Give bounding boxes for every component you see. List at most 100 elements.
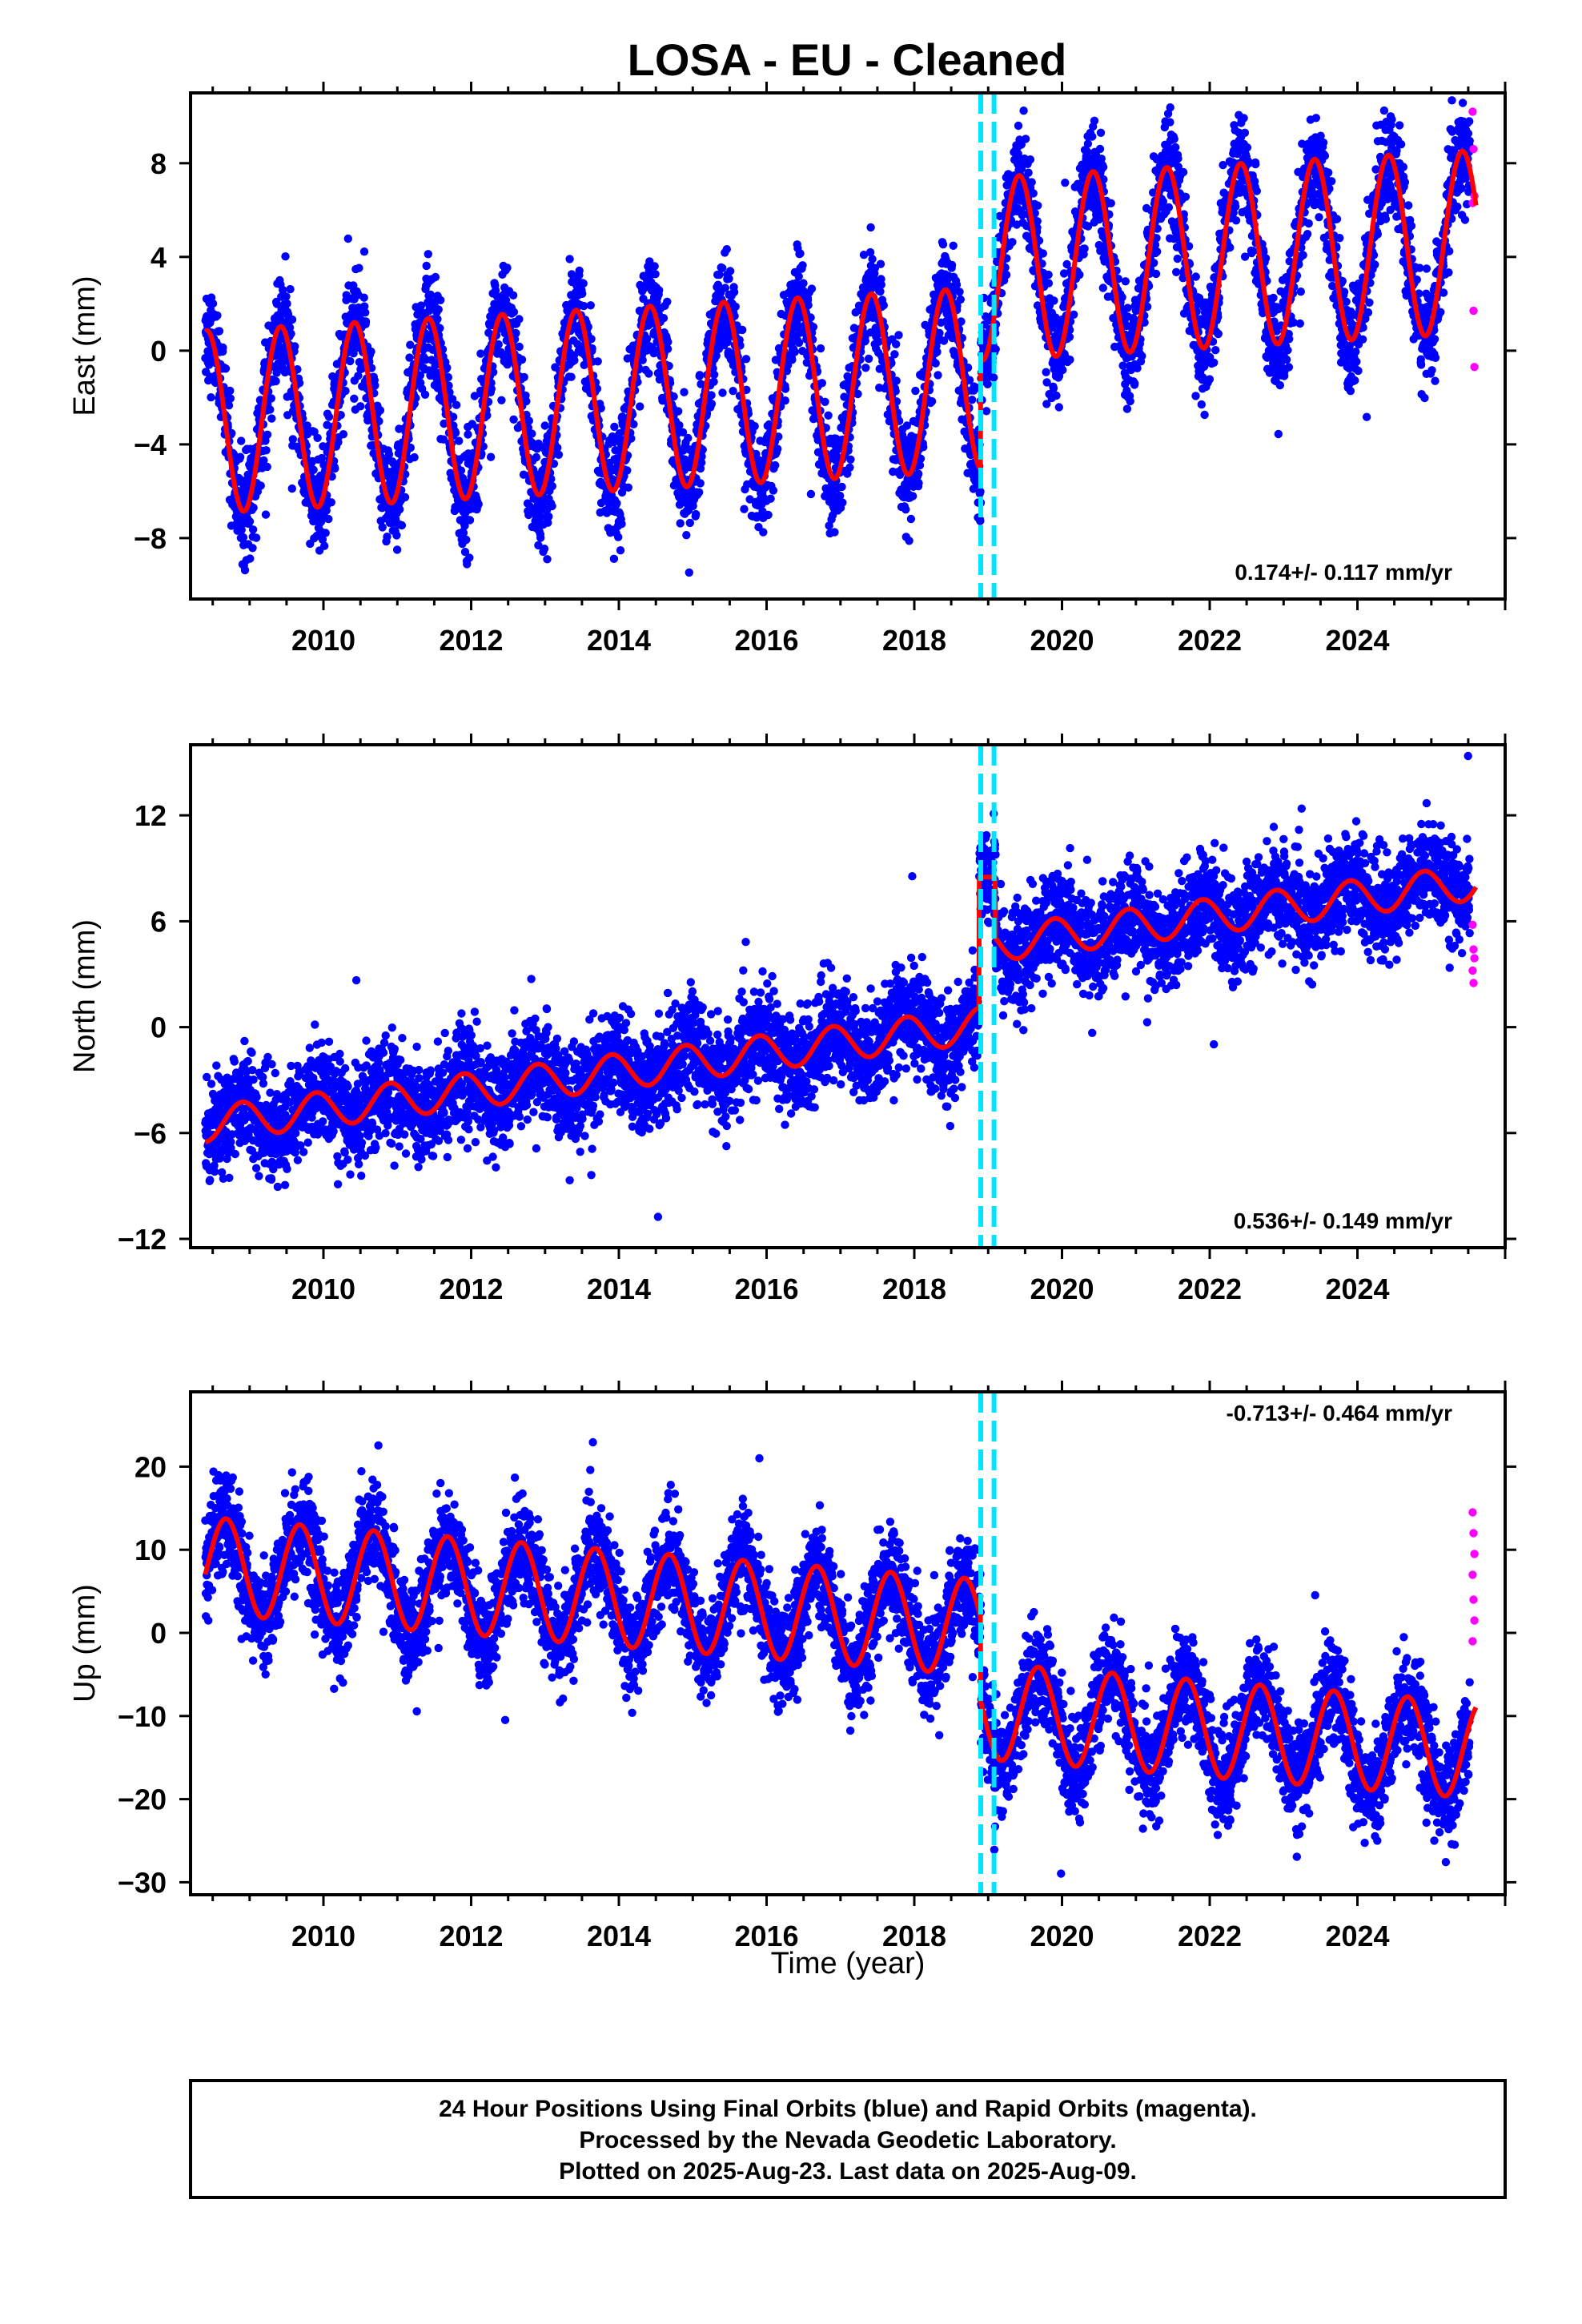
data-point bbox=[676, 519, 685, 528]
data-point bbox=[680, 388, 689, 396]
data-point bbox=[901, 505, 910, 514]
data-point bbox=[336, 411, 345, 420]
data-point bbox=[1153, 247, 1162, 256]
data-point bbox=[207, 393, 215, 402]
data-point bbox=[319, 442, 327, 451]
data-point bbox=[861, 364, 870, 372]
data-point bbox=[650, 262, 659, 271]
data-point bbox=[1026, 155, 1035, 164]
data-point bbox=[371, 381, 379, 390]
data-point bbox=[1106, 199, 1115, 207]
data-point bbox=[738, 325, 747, 335]
data-point bbox=[892, 376, 901, 385]
data-point bbox=[1211, 346, 1220, 355]
data-point bbox=[208, 299, 218, 308]
data-point bbox=[497, 396, 506, 404]
data-point bbox=[655, 286, 664, 295]
data-point bbox=[952, 280, 962, 289]
data-point bbox=[263, 462, 271, 472]
data-point bbox=[586, 301, 595, 310]
data-point bbox=[771, 460, 780, 470]
data-point bbox=[931, 359, 940, 368]
data-point bbox=[392, 545, 402, 554]
data-point bbox=[359, 247, 369, 256]
data-point bbox=[816, 344, 825, 353]
data-point bbox=[750, 422, 759, 431]
data-point bbox=[1171, 143, 1180, 152]
data-point bbox=[1038, 249, 1048, 258]
data-point bbox=[1150, 259, 1158, 267]
data-point bbox=[879, 301, 889, 310]
data-point bbox=[1205, 375, 1215, 384]
data-point bbox=[1090, 116, 1099, 125]
data-point bbox=[809, 323, 818, 332]
data-point bbox=[520, 372, 528, 382]
data-point bbox=[1066, 356, 1074, 364]
data-point bbox=[1118, 293, 1126, 302]
data-point bbox=[1098, 283, 1108, 292]
data-point bbox=[327, 498, 335, 507]
data-point bbox=[593, 357, 602, 366]
data-point bbox=[616, 546, 625, 555]
data-point bbox=[400, 493, 410, 502]
data-point bbox=[509, 308, 519, 316]
data-point bbox=[955, 287, 964, 296]
data-point bbox=[221, 364, 231, 373]
data-point bbox=[938, 240, 948, 249]
data-point bbox=[1274, 429, 1283, 439]
data-point bbox=[1170, 135, 1178, 143]
data-point bbox=[798, 261, 807, 270]
data-point bbox=[1121, 277, 1130, 286]
data-point bbox=[543, 555, 552, 564]
data-point bbox=[1088, 132, 1097, 141]
data-point bbox=[532, 452, 541, 462]
data-point bbox=[905, 537, 913, 545]
data-point bbox=[256, 481, 265, 490]
data-point bbox=[303, 421, 311, 430]
data-point bbox=[1029, 189, 1038, 198]
data-point bbox=[524, 416, 533, 425]
data-point bbox=[1181, 192, 1191, 201]
data-point bbox=[692, 509, 701, 519]
data-point bbox=[462, 535, 471, 545]
data-point bbox=[695, 488, 704, 497]
data-point bbox=[1061, 179, 1070, 187]
data-point bbox=[790, 348, 799, 356]
data-point bbox=[914, 469, 923, 478]
data-point bbox=[1019, 107, 1028, 115]
data-point bbox=[341, 386, 350, 396]
data-point bbox=[321, 529, 330, 537]
data-point bbox=[934, 371, 942, 380]
data-point bbox=[764, 510, 773, 520]
data-point bbox=[494, 340, 503, 349]
data-point bbox=[565, 255, 574, 263]
data-point bbox=[1034, 201, 1042, 210]
data-point bbox=[696, 479, 705, 488]
data-point bbox=[781, 384, 790, 393]
data-point bbox=[540, 421, 549, 430]
data-point bbox=[1226, 243, 1235, 252]
data-point bbox=[355, 263, 363, 272]
data-point bbox=[266, 405, 275, 414]
data-point bbox=[976, 487, 985, 497]
data-point bbox=[237, 525, 246, 534]
data-point bbox=[263, 430, 272, 439]
data-point bbox=[317, 453, 327, 463]
panel-east: 2010 2012 2014 2016 2018 2020 2022 2024−8−4048E… bbox=[68, 82, 1516, 657]
data-point bbox=[346, 356, 355, 366]
data-point bbox=[894, 331, 903, 340]
data-point bbox=[1172, 267, 1181, 276]
data-point bbox=[617, 520, 626, 529]
data-point bbox=[378, 523, 387, 532]
data-point bbox=[1058, 365, 1067, 375]
data-point bbox=[433, 315, 442, 324]
data-point bbox=[623, 466, 632, 475]
data-point bbox=[610, 422, 619, 432]
data-point bbox=[375, 406, 385, 415]
data-point bbox=[794, 271, 803, 281]
data-point bbox=[949, 241, 958, 250]
data-point bbox=[248, 544, 257, 553]
data-point bbox=[349, 349, 358, 358]
data-point bbox=[781, 396, 789, 405]
data-point bbox=[725, 267, 735, 275]
